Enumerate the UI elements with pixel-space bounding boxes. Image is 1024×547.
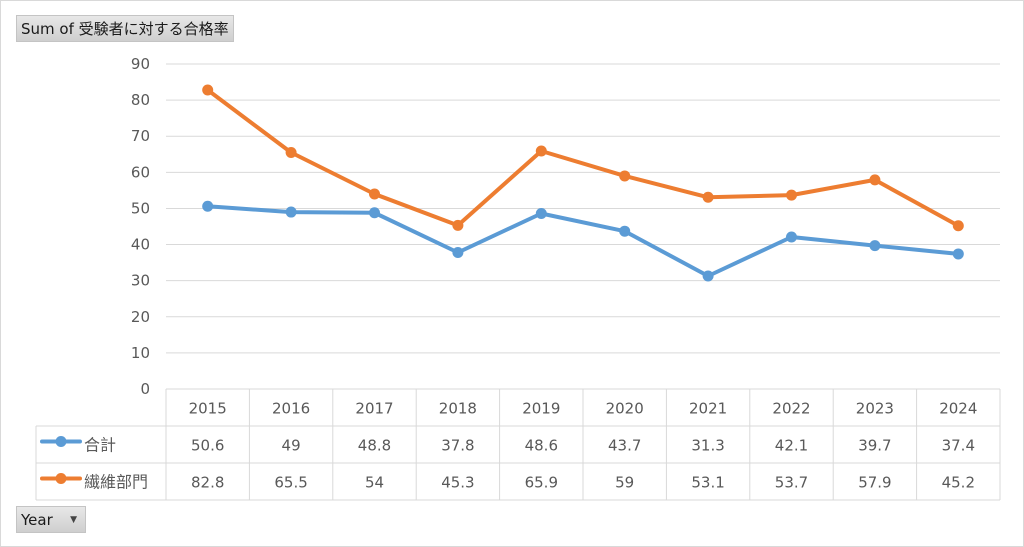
- x-category-label: 2017: [355, 400, 393, 418]
- data-point: [535, 145, 547, 157]
- x-category-label: 2016: [272, 400, 310, 418]
- value-field-button[interactable]: Sum of 受験者に対する合格率: [16, 15, 234, 42]
- legend-series-name: 合計: [84, 436, 116, 455]
- y-tick-label: 10: [131, 344, 150, 362]
- table-value: 48.6: [525, 437, 558, 455]
- data-point: [202, 84, 214, 96]
- table-value: 43.7: [608, 437, 641, 455]
- table-value: 65.5: [274, 474, 307, 492]
- x-category-label: 2024: [939, 400, 977, 418]
- data-point: [786, 189, 797, 201]
- legend-series-name: 繊維部門: [84, 473, 148, 492]
- table-value: 59: [615, 474, 634, 492]
- table-value: 37.4: [942, 437, 975, 455]
- data-point: [452, 247, 464, 258]
- legend-key-marker: [55, 436, 67, 447]
- table-value: 48.8: [358, 437, 391, 455]
- legend-key-marker: [55, 473, 67, 484]
- y-tick-label: 60: [131, 163, 150, 181]
- table-value: 53.1: [691, 474, 724, 492]
- data-point: [952, 248, 964, 260]
- y-tick-label: 0: [140, 380, 150, 398]
- data-point: [702, 270, 714, 282]
- table-value: 42.1: [775, 437, 808, 455]
- table-value: 45.3: [441, 474, 474, 492]
- table-value: 54: [365, 474, 384, 492]
- x-category-label: 2020: [606, 400, 644, 418]
- y-tick-label: 70: [131, 127, 150, 145]
- data-point: [619, 225, 631, 237]
- data-point: [535, 208, 547, 219]
- data-point: [869, 174, 881, 186]
- x-category-label: 2022: [772, 400, 810, 418]
- dropdown-arrow-icon[interactable]: ▼: [70, 515, 77, 525]
- table-value: 82.8: [191, 474, 224, 492]
- table-value: 45.2: [942, 474, 975, 492]
- data-point: [369, 188, 380, 200]
- data-point: [619, 170, 631, 182]
- table-value: 65.9: [525, 474, 558, 492]
- axis-field-label: Year: [21, 511, 53, 529]
- data-point: [869, 240, 881, 252]
- x-category-label: 2019: [522, 400, 560, 418]
- y-tick-label: 50: [131, 199, 150, 217]
- table-value: 53.7: [775, 474, 808, 492]
- data-point: [285, 206, 297, 218]
- table-value: 31.3: [691, 437, 724, 455]
- y-tick-label: 40: [131, 236, 150, 254]
- table-value: 37.8: [441, 437, 474, 455]
- table-value: 49: [282, 437, 301, 455]
- table-value: 39.7: [858, 437, 891, 455]
- data-point: [452, 219, 464, 231]
- data-point: [369, 207, 380, 219]
- x-category-label: 2015: [189, 400, 227, 418]
- x-category-label: 2023: [856, 400, 894, 418]
- y-tick-label: 30: [131, 272, 150, 290]
- y-tick-label: 90: [131, 55, 150, 73]
- x-category-label: 2021: [689, 400, 727, 418]
- data-point: [952, 220, 964, 232]
- series-line-1: [205, 88, 961, 228]
- table-value: 50.6: [191, 437, 224, 455]
- data-point: [285, 146, 297, 158]
- y-tick-label: 20: [131, 308, 150, 326]
- axis-field-button[interactable]: Year ▼: [16, 506, 86, 533]
- x-category-label: 2018: [439, 400, 477, 418]
- data-point: [786, 231, 797, 243]
- y-tick-label: 80: [131, 91, 150, 109]
- value-field-label: Sum of 受験者に対する合格率: [21, 20, 229, 38]
- table-value: 57.9: [858, 474, 891, 492]
- data-point: [702, 191, 714, 203]
- series-line-0: [205, 204, 961, 278]
- data-point: [202, 200, 214, 212]
